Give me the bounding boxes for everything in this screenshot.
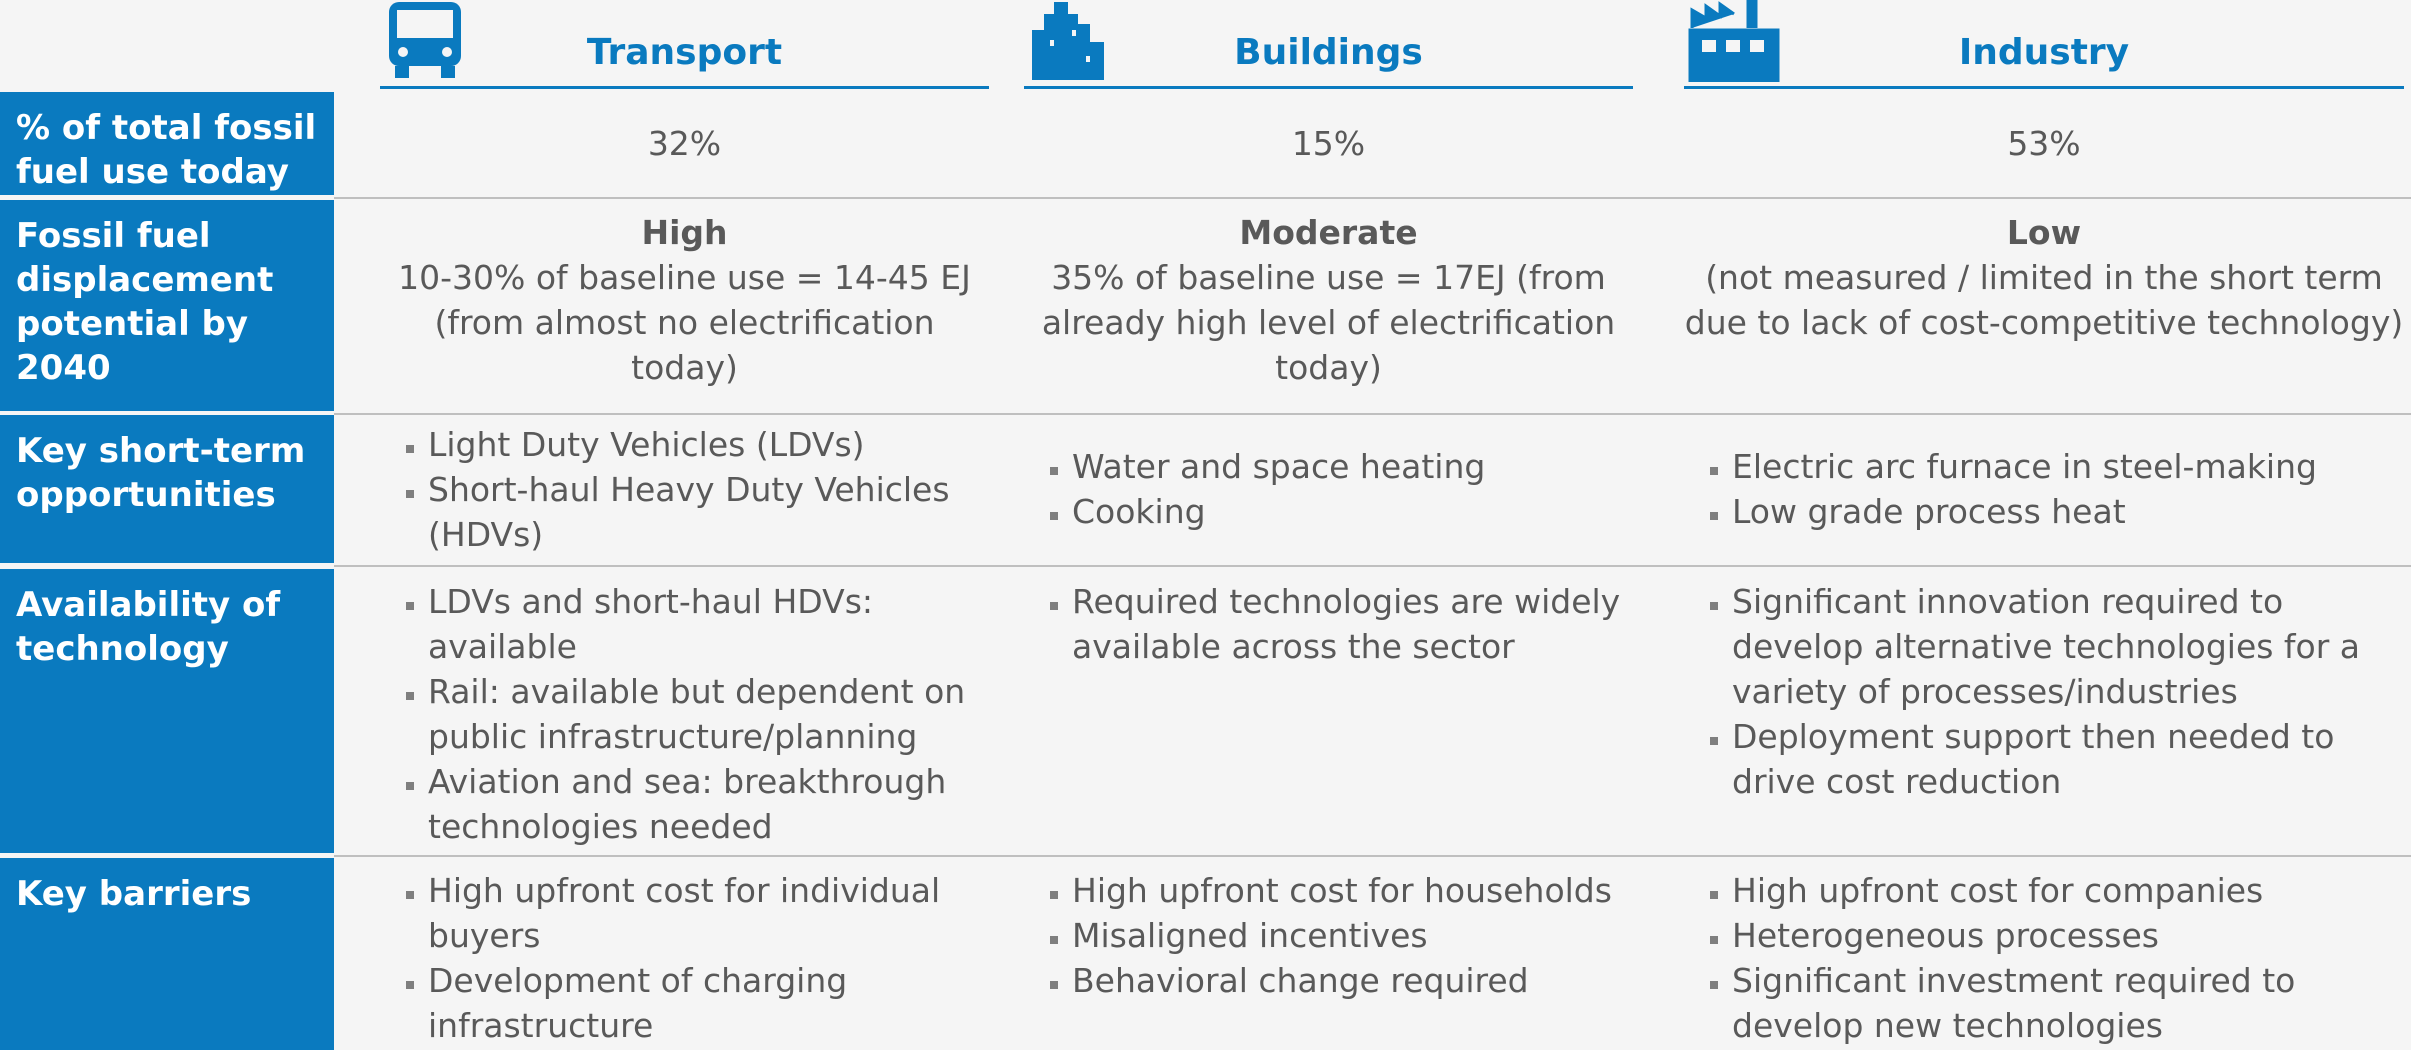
bullet-item: Cooking — [1072, 489, 1633, 534]
cell: Water and space heatingCooking — [1024, 415, 1633, 563]
header-underline — [1684, 86, 2404, 89]
column-header: Buildings — [1234, 32, 1423, 73]
cell: 15% — [1291, 124, 1366, 163]
cell: High 10-30% of baseline use = 14-45 EJ (f… — [380, 200, 989, 411]
bullet-list: High upfront cost for companiesHeterogen… — [1684, 868, 2404, 1048]
cell: High upfront cost for companiesHeterogen… — [1684, 858, 2404, 1050]
transport-icon — [389, 2, 461, 78]
bullet-list: High upfront cost for householdsMisalign… — [1024, 868, 1633, 1003]
bullet-item: Light Duty Vehicles (LDVs) — [428, 422, 989, 467]
bullet-item: Development of charging infrastructure — [428, 958, 989, 1048]
bullet-item: Misaligned incentives — [1072, 913, 1633, 958]
cell: Required technologies are widely availab… — [1024, 569, 1633, 853]
bullet-list: Water and space heatingCooking — [1024, 444, 1633, 534]
buildings-icon — [1032, 2, 1104, 80]
bullet-list: LDVs and short-haul HDVs: availableRail:… — [380, 579, 989, 849]
cell: 32% — [647, 124, 722, 163]
bullet-list: Significant innovation required to devel… — [1684, 579, 2404, 804]
bullet-item: Required technologies are widely availab… — [1072, 579, 1633, 669]
cell-title: Moderate — [1239, 213, 1418, 252]
bullet-item: Significant investment required to devel… — [1732, 958, 2404, 1048]
row-header: Fossil fuel displacement potential by 20… — [0, 200, 334, 411]
bullet-item: Heterogeneous processes — [1732, 913, 2404, 958]
cell-title: Low — [2006, 213, 2082, 252]
row-header: Key barriers — [0, 858, 334, 1050]
bullet-list: Required technologies are widely availab… — [1024, 579, 1633, 669]
cell: Electric arc furnace in steel-makingLow … — [1684, 415, 2404, 563]
bullet-item: Electric arc furnace in steel-making — [1732, 444, 2404, 489]
cell-text: 10-30% of baseline use = 14-45 EJ (from … — [398, 258, 971, 387]
bullet-item: Behavioral change required — [1072, 958, 1633, 1003]
row-header: Key short-term opportunities — [0, 415, 334, 563]
cell-title: High — [641, 213, 728, 252]
bullet-item: Short-haul Heavy Duty Vehicles (HDVs) — [428, 467, 989, 557]
row-header: Availability of technology — [0, 569, 334, 853]
bullet-list: Light Duty Vehicles (LDVs)Short-haul Hea… — [380, 422, 989, 557]
cell: High upfront cost for individual buyersD… — [380, 858, 989, 1050]
row-separator — [334, 565, 2411, 567]
cell: Significant innovation required to devel… — [1684, 569, 2404, 853]
industry-icon — [1688, 0, 1780, 82]
cell-text: (not measured / limited in the short ter… — [1684, 258, 2404, 342]
bullet-item: Deployment support then needed to drive … — [1732, 714, 2404, 804]
bullet-item: High upfront cost for individual buyers — [428, 868, 989, 958]
row-separator — [334, 413, 2411, 415]
header-underline — [380, 86, 989, 89]
cell: 53% — [2007, 124, 2081, 163]
cell: Low (not measured / limited in the short … — [1684, 200, 2404, 411]
bullet-list: High upfront cost for individual buyersD… — [380, 868, 989, 1048]
row-header: % of total fossil fuel use today — [0, 92, 334, 195]
bullet-item: Low grade process heat — [1732, 489, 2404, 534]
bullet-item: LDVs and short-haul HDVs: available — [428, 579, 989, 669]
row-separator — [334, 855, 2411, 857]
bullet-item: High upfront cost for households — [1072, 868, 1633, 913]
column-header: Industry — [1958, 32, 2130, 73]
cell: Moderate 35% of baseline use = 17EJ (from… — [1024, 200, 1633, 411]
header-underline — [1024, 86, 1633, 89]
cell-text: 35% of baseline use = 17EJ (from already… — [1041, 258, 1616, 387]
column-header: Transport — [586, 32, 783, 73]
bullet-list: Electric arc furnace in steel-makingLow … — [1684, 444, 2404, 534]
bullet-item: Rail: available but dependent on public … — [428, 669, 989, 759]
row-separator — [334, 197, 2411, 199]
bullet-item: Significant innovation required to devel… — [1732, 579, 2404, 714]
bullet-item: High upfront cost for companies — [1732, 868, 2404, 913]
bullet-item: Water and space heating — [1072, 444, 1633, 489]
cell: High upfront cost for householdsMisalign… — [1024, 858, 1633, 1050]
cell: LDVs and short-haul HDVs: availableRail:… — [380, 569, 989, 853]
cell: Light Duty Vehicles (LDVs)Short-haul Hea… — [380, 415, 989, 563]
bullet-item: Aviation and sea: breakthrough technolog… — [428, 759, 989, 849]
